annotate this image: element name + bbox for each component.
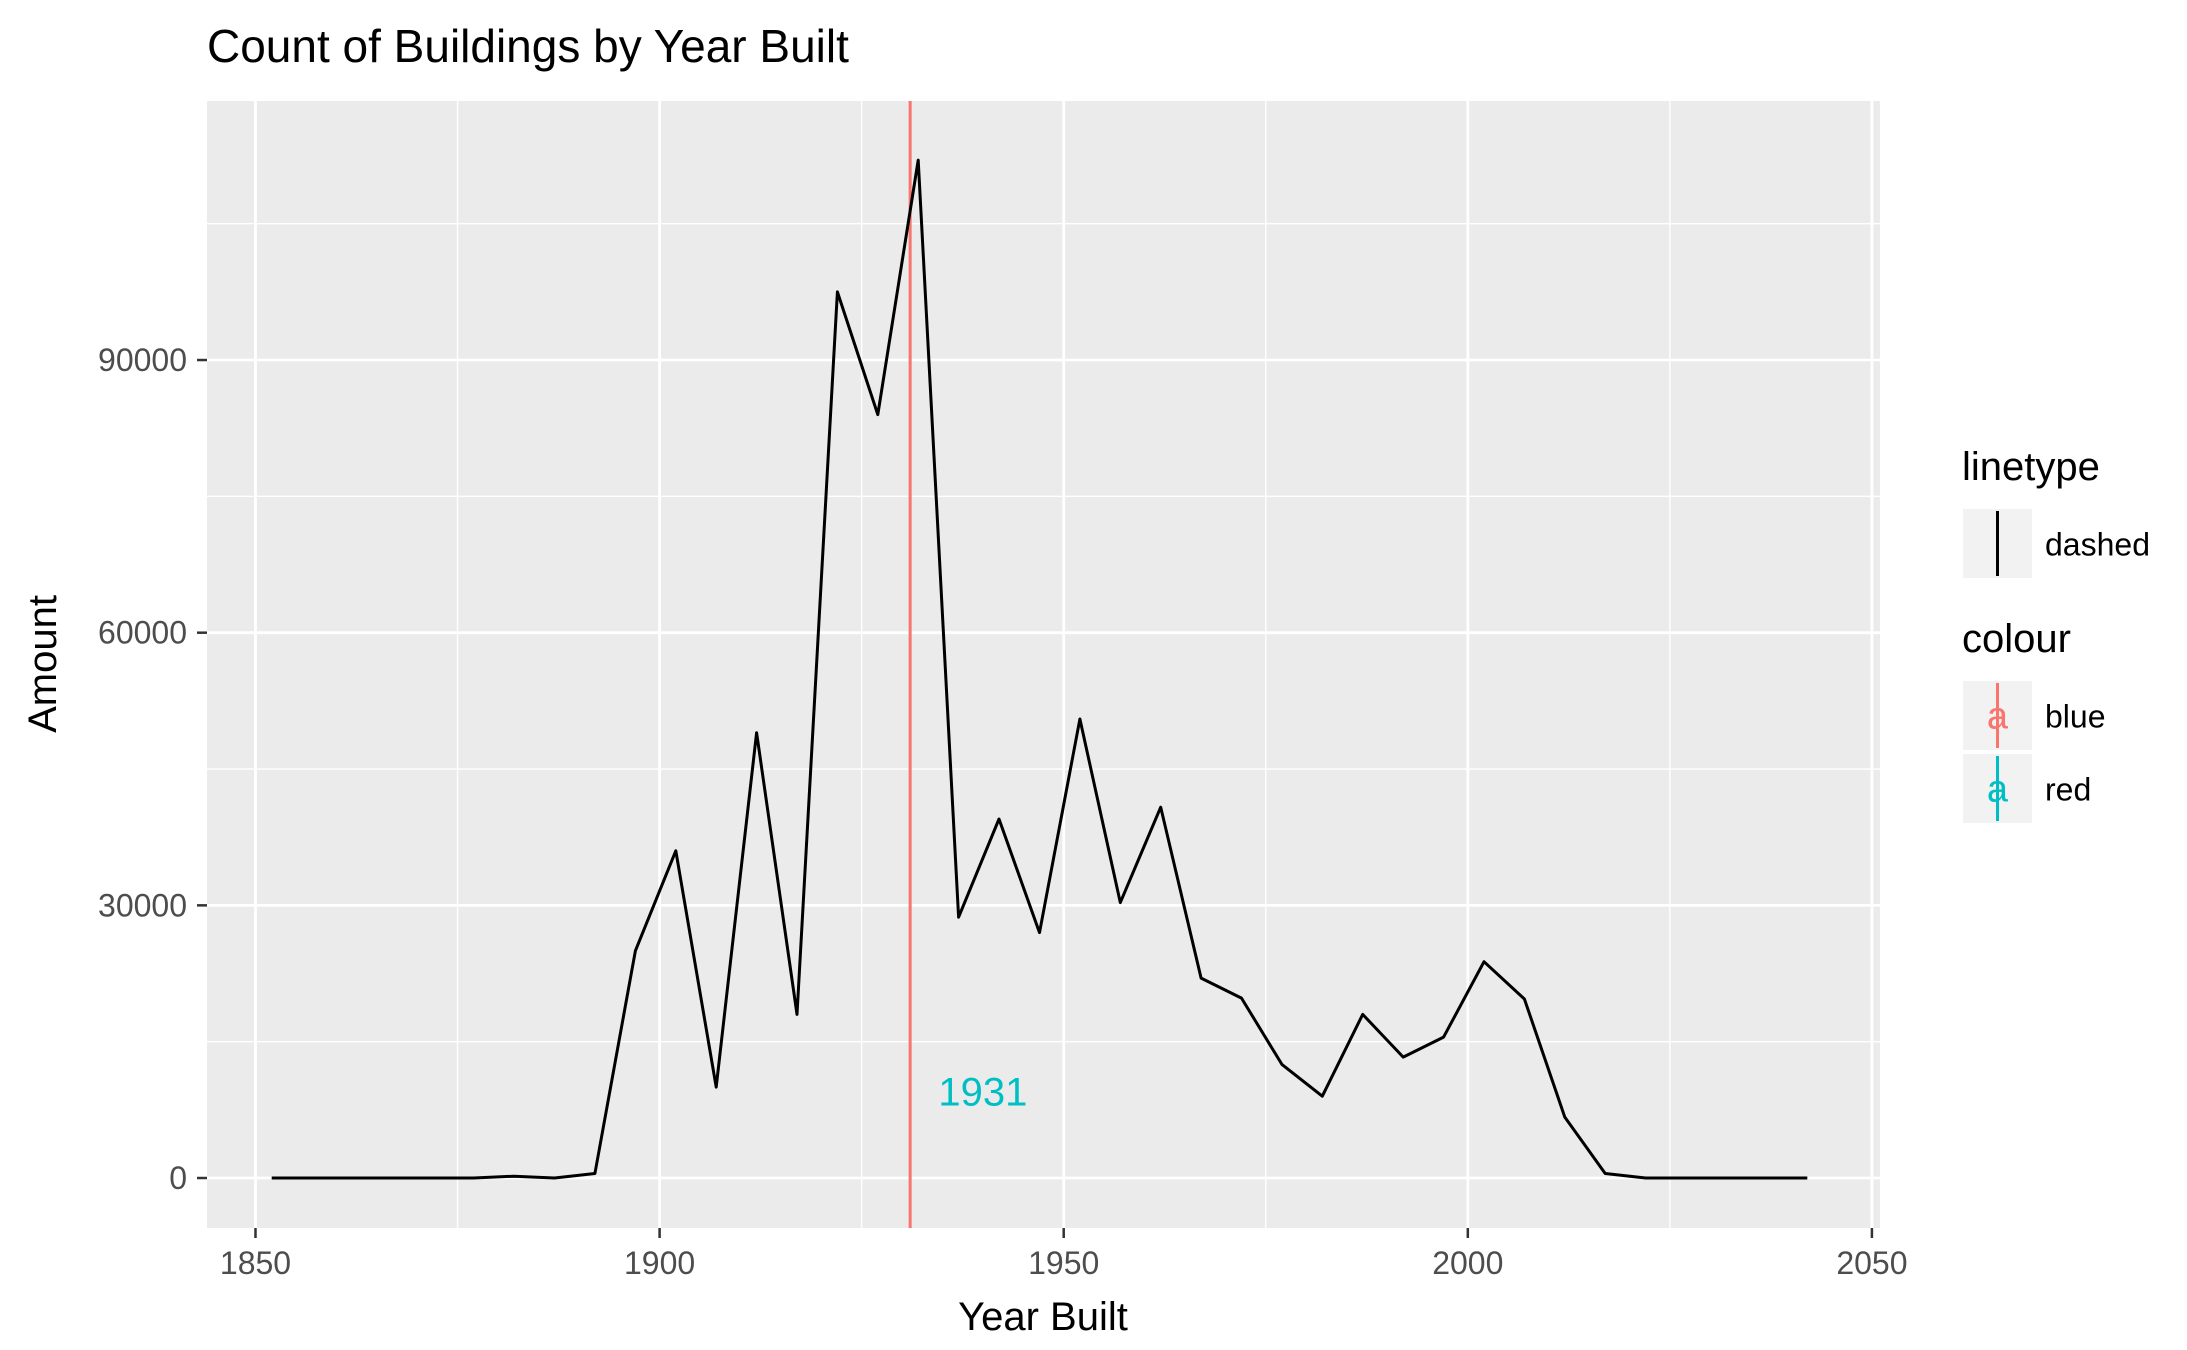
y-tick-label: 90000	[98, 342, 187, 378]
x-axis-title: Year Built	[958, 1295, 1128, 1339]
x-tick-label: 2000	[1432, 1245, 1503, 1281]
y-tick-label: 60000	[98, 615, 187, 651]
y-axis-title: Amount	[21, 595, 65, 733]
series-layer	[271, 158, 1808, 1180]
x-tick-label: 1900	[624, 1245, 695, 1281]
y-tick-label: 30000	[98, 887, 187, 923]
legend-key-glyph: a	[1987, 696, 2009, 738]
annotation-label: 1931	[938, 1071, 1027, 1115]
x-axis: 1850 1900 1950 2000 2050	[220, 1228, 1908, 1281]
legend-key-glyph: a	[1987, 769, 2009, 811]
x-tick-label: 1850	[220, 1245, 291, 1281]
plot-panel	[207, 101, 1880, 1228]
chart-title: Count of Buildings by Year Built	[207, 20, 849, 72]
legend-label-blue: blue	[2045, 699, 2106, 735]
y-axis: 0 30000 60000 90000	[98, 342, 207, 1196]
y-tick-label: 0	[169, 1160, 187, 1196]
series-line-0	[271, 158, 1808, 1180]
legend-title-colour: colour	[1962, 617, 2071, 661]
x-tick-label: 2050	[1836, 1245, 1907, 1281]
x-tick-label: 1950	[1028, 1245, 1099, 1281]
legend-label-dashed: dashed	[2045, 527, 2150, 563]
legend-title-linetype: linetype	[1962, 445, 2100, 489]
legend-label-red: red	[2045, 772, 2091, 808]
